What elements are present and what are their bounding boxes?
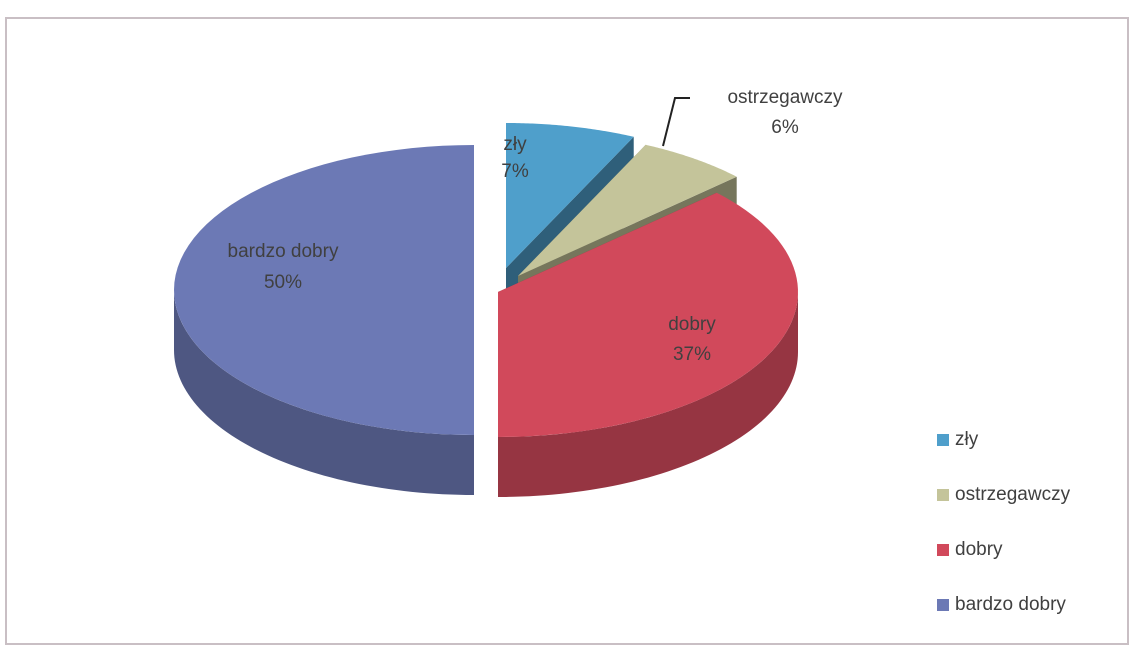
slice [518,144,737,276]
legend-label: ostrzegawczy [955,484,1071,505]
legend-swatch [937,489,949,501]
data-label-name: zły [503,134,527,155]
slice [498,192,798,437]
legend-swatch [937,599,949,611]
data-label-value: 6% [771,117,799,138]
slice [174,145,474,435]
legend-swatch [937,434,949,446]
slice [506,123,634,268]
legend-label: dobry [955,539,1003,560]
slice-side [498,292,798,497]
data-label-value: 50% [264,272,302,293]
legend-label: zły [955,429,979,450]
leader-line [662,97,690,147]
data-label-name: dobry [668,314,716,335]
slice-side [174,290,474,495]
legend-label: bardzo dobry [955,594,1066,615]
data-label-value: 37% [673,344,711,365]
data-label-value: 7% [501,161,529,182]
legend-swatch [937,544,949,556]
data-label-name: bardzo dobry [228,241,339,262]
data-label-name: ostrzegawczy [727,87,843,108]
